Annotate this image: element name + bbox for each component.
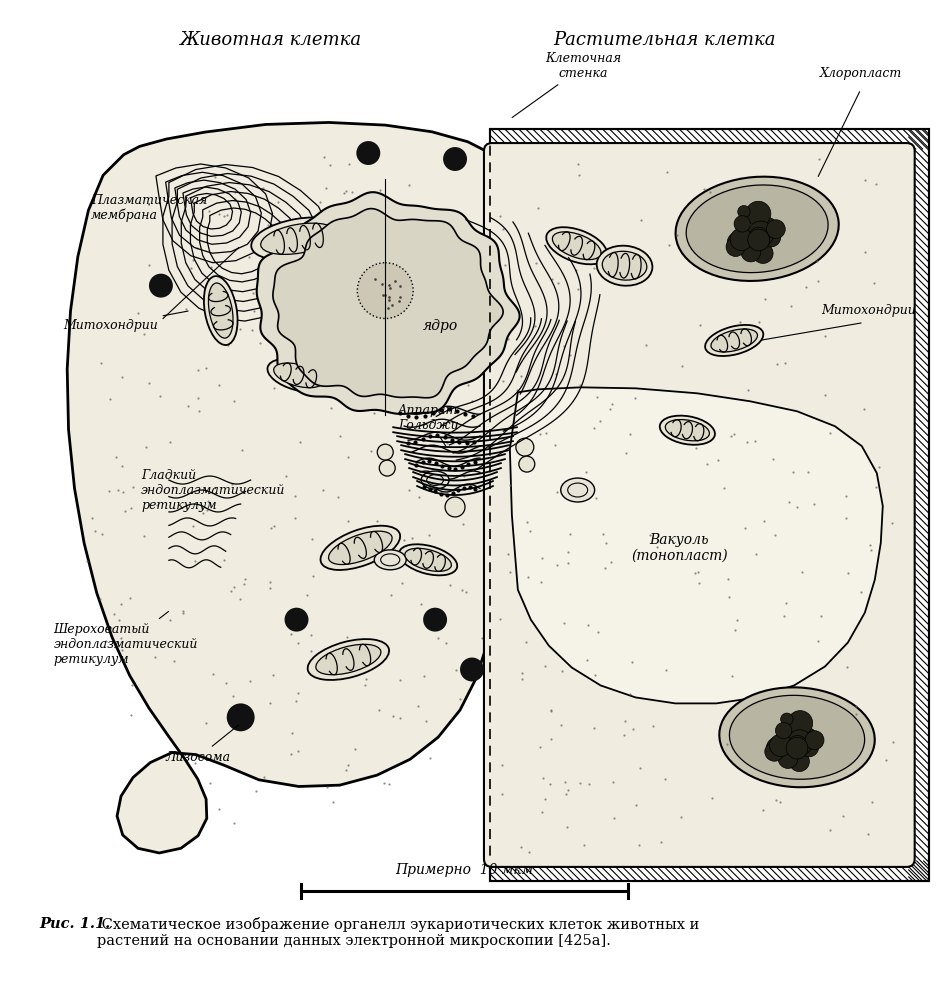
Text: Растительная клетка: Растительная клетка	[553, 31, 775, 49]
Text: Примерно  10 мкм: Примерно 10 мкм	[395, 863, 533, 877]
Ellipse shape	[268, 359, 330, 392]
Text: Митохондрии: Митохондрии	[63, 311, 188, 332]
Circle shape	[765, 742, 784, 761]
Ellipse shape	[274, 363, 323, 388]
Circle shape	[800, 728, 816, 744]
Circle shape	[753, 244, 773, 264]
Bar	[490, 149, 909, 861]
Ellipse shape	[561, 479, 595, 501]
Circle shape	[799, 737, 819, 757]
Circle shape	[460, 657, 484, 681]
Circle shape	[787, 730, 812, 755]
Circle shape	[748, 229, 770, 251]
Polygon shape	[257, 192, 520, 414]
Circle shape	[357, 263, 414, 319]
Circle shape	[356, 141, 381, 165]
Ellipse shape	[399, 544, 457, 575]
Ellipse shape	[374, 549, 406, 569]
Text: Митохондрии: Митохондрии	[822, 304, 916, 317]
Text: Аппарат
Гольджи: Аппарат Гольджи	[398, 405, 459, 446]
Ellipse shape	[603, 252, 647, 280]
Circle shape	[443, 147, 467, 171]
Circle shape	[738, 206, 750, 218]
Text: Схематическое изображение органелл эукариотических клеток животных и
растений на: Схематическое изображение органелл эукар…	[97, 917, 699, 948]
Circle shape	[379, 461, 395, 477]
Polygon shape	[509, 388, 883, 703]
Bar	[490, 129, 929, 881]
Ellipse shape	[597, 246, 652, 286]
Text: ядро: ядро	[422, 319, 458, 333]
Circle shape	[747, 221, 774, 247]
Text: Шероховатый
эндоплазматический
ретикулум: Шероховатый эндоплазматический ретикулум	[54, 611, 197, 666]
Circle shape	[748, 227, 769, 248]
Circle shape	[423, 607, 447, 631]
Ellipse shape	[666, 420, 710, 441]
Ellipse shape	[729, 695, 865, 779]
Ellipse shape	[405, 548, 451, 571]
Circle shape	[761, 228, 781, 247]
Circle shape	[787, 735, 807, 756]
Circle shape	[770, 734, 791, 756]
Circle shape	[760, 218, 776, 235]
Circle shape	[790, 751, 809, 771]
Ellipse shape	[321, 525, 400, 570]
Ellipse shape	[686, 185, 828, 273]
Bar	[490, 129, 929, 881]
Circle shape	[745, 201, 771, 226]
Text: Лизосома: Лизосома	[165, 725, 239, 764]
Ellipse shape	[546, 227, 607, 265]
Text: Вакуоль
(тонопласт): Вакуоль (тонопласт)	[631, 532, 728, 563]
Ellipse shape	[711, 329, 758, 352]
Circle shape	[786, 737, 807, 759]
Ellipse shape	[209, 283, 233, 338]
Ellipse shape	[316, 644, 381, 674]
Polygon shape	[273, 209, 503, 398]
Circle shape	[516, 439, 534, 457]
Circle shape	[519, 457, 535, 473]
Ellipse shape	[553, 232, 601, 260]
Ellipse shape	[260, 223, 337, 255]
Ellipse shape	[251, 218, 346, 260]
Text: Гладкий
эндоплазматический
ретикулум: Гладкий эндоплазматический ретикулум	[141, 469, 286, 511]
Ellipse shape	[307, 639, 389, 680]
Circle shape	[730, 228, 753, 251]
Circle shape	[734, 216, 750, 232]
Ellipse shape	[421, 472, 449, 490]
Text: Рис. 1.1.: Рис. 1.1.	[39, 917, 111, 931]
Ellipse shape	[705, 325, 763, 356]
Ellipse shape	[329, 531, 392, 564]
Text: Хлоропласт: Хлоропласт	[820, 67, 902, 80]
FancyBboxPatch shape	[484, 143, 915, 867]
Circle shape	[728, 232, 748, 253]
Circle shape	[741, 242, 760, 262]
Circle shape	[227, 703, 255, 731]
Ellipse shape	[660, 416, 715, 445]
Circle shape	[766, 737, 788, 758]
Circle shape	[778, 748, 798, 768]
Circle shape	[776, 722, 791, 739]
Text: Плазматическая
мембрана: Плазматическая мембрана	[91, 194, 208, 222]
Text: Клеточная
стенка: Клеточная стенка	[512, 52, 621, 118]
Text: Животная клетка: Животная клетка	[180, 31, 362, 49]
Circle shape	[726, 238, 745, 257]
Circle shape	[780, 713, 793, 725]
Ellipse shape	[676, 177, 838, 281]
Circle shape	[806, 730, 824, 749]
Circle shape	[445, 498, 465, 516]
Polygon shape	[67, 123, 513, 853]
Ellipse shape	[719, 687, 875, 787]
Circle shape	[149, 274, 173, 298]
Ellipse shape	[204, 276, 238, 345]
Circle shape	[285, 607, 308, 631]
Circle shape	[788, 710, 813, 735]
Circle shape	[766, 220, 785, 239]
Circle shape	[377, 445, 393, 461]
